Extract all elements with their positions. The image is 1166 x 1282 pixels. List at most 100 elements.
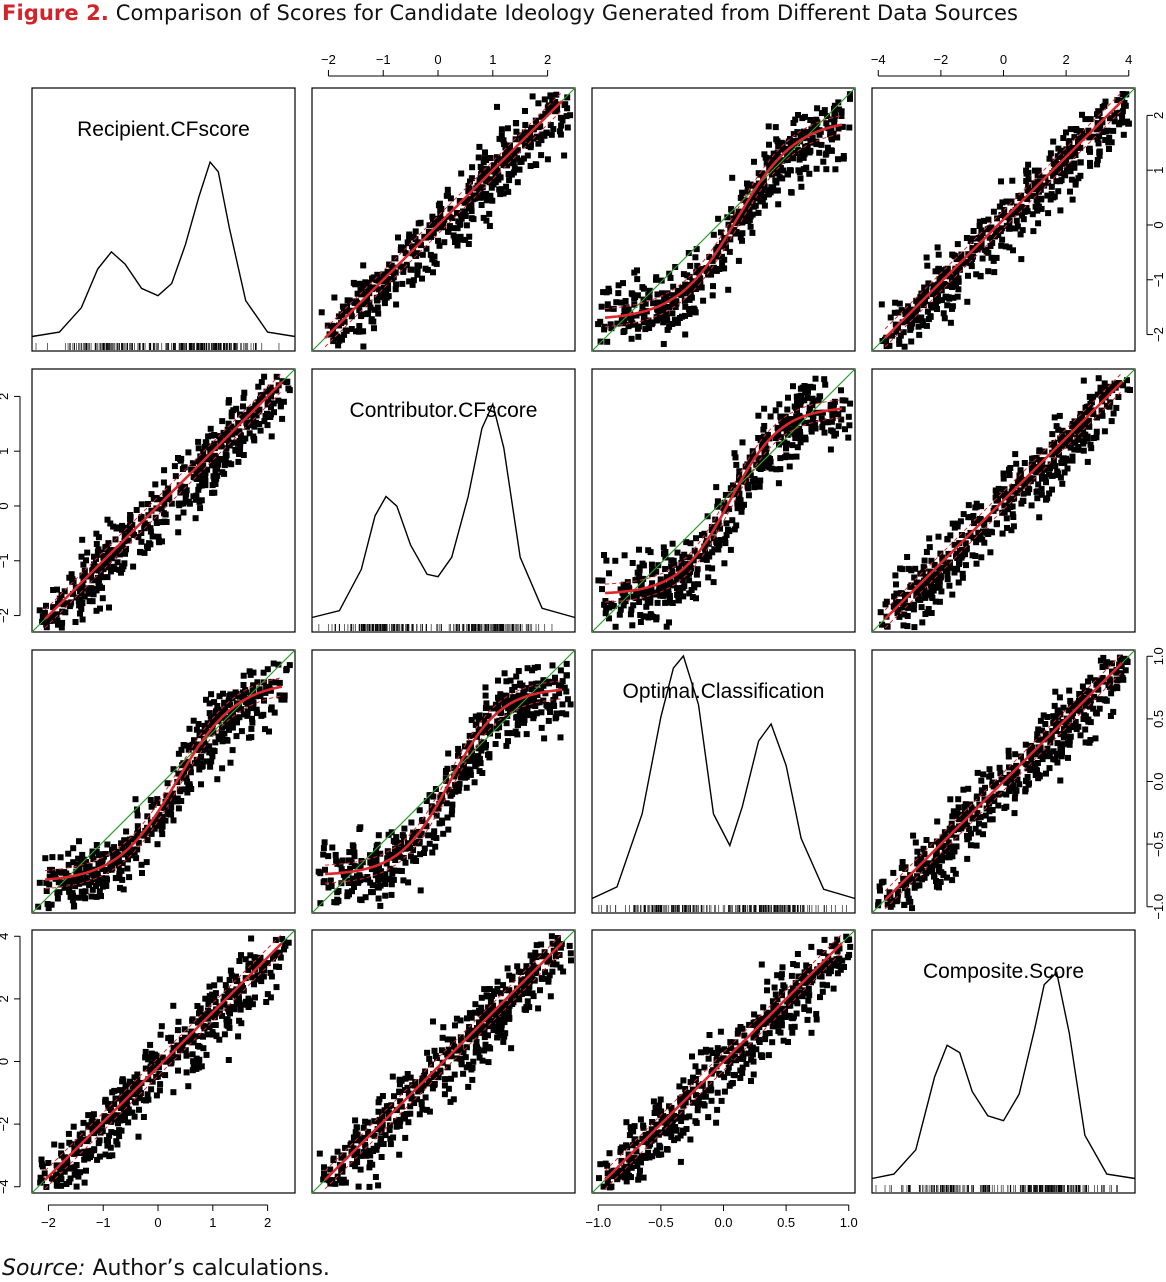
- data-point: [1029, 502, 1035, 508]
- data-point: [931, 585, 937, 591]
- data-point: [375, 311, 381, 317]
- data-point: [560, 701, 566, 707]
- data-point: [615, 290, 621, 296]
- data-point: [105, 574, 111, 580]
- data-point: [768, 459, 774, 465]
- data-point: [1106, 146, 1112, 152]
- data-point: [1035, 726, 1041, 732]
- data-point: [910, 833, 916, 839]
- data-point: [1061, 172, 1067, 178]
- data-point: [645, 547, 651, 553]
- data-point: [638, 619, 644, 625]
- data-point: [121, 527, 127, 533]
- data-point: [478, 195, 484, 201]
- data-point: [1096, 375, 1102, 381]
- data-point: [972, 553, 978, 559]
- data-point: [1119, 114, 1125, 120]
- data-point: [432, 844, 438, 850]
- data-point: [560, 118, 566, 124]
- data-point: [358, 328, 364, 334]
- data-point: [893, 581, 899, 587]
- data-point: [1020, 498, 1026, 504]
- data-point: [208, 691, 214, 697]
- data-point: [746, 492, 752, 498]
- data-point: [790, 383, 796, 389]
- data-point: [412, 855, 418, 861]
- data-point: [181, 775, 187, 781]
- data-point: [126, 874, 132, 880]
- data-point: [668, 275, 674, 281]
- data-point: [1094, 429, 1100, 435]
- data-point: [265, 422, 271, 428]
- panel-1-2: [592, 369, 855, 632]
- data-point: [558, 734, 564, 740]
- data-point: [1082, 727, 1088, 733]
- data-point: [406, 235, 412, 241]
- data-point: [971, 228, 977, 234]
- data-point: [1078, 159, 1084, 165]
- data-point: [670, 284, 676, 290]
- data-point: [78, 606, 84, 612]
- data-point: [1059, 177, 1065, 183]
- data-point: [1008, 200, 1014, 206]
- data-point: [739, 238, 745, 244]
- data-point: [219, 469, 225, 475]
- data-point: [156, 539, 162, 545]
- panel-2-3: [872, 650, 1135, 913]
- data-point: [229, 410, 235, 416]
- data-point: [564, 661, 570, 667]
- data-point: [473, 714, 479, 720]
- data-point: [373, 853, 379, 859]
- data-point: [219, 765, 225, 771]
- data-point: [356, 323, 362, 329]
- data-point: [1004, 525, 1010, 531]
- data-point: [455, 746, 461, 752]
- data-point: [55, 896, 61, 902]
- data-point: [953, 871, 959, 877]
- data-point: [1040, 466, 1046, 472]
- data-point: [67, 603, 73, 609]
- data-point: [640, 561, 646, 567]
- data-point: [1050, 756, 1056, 762]
- data-point: [765, 192, 771, 198]
- data-point: [240, 403, 246, 409]
- data-point: [488, 155, 494, 161]
- data-point: [1025, 162, 1031, 168]
- data-point: [710, 283, 716, 289]
- data-point: [682, 332, 688, 338]
- data-point: [926, 606, 932, 612]
- data-point: [429, 850, 435, 856]
- data-point: [432, 254, 438, 260]
- data-point: [1042, 449, 1048, 455]
- data-point: [1052, 703, 1058, 709]
- data-point: [657, 593, 663, 599]
- data-point: [1075, 175, 1081, 181]
- data-point: [79, 537, 85, 543]
- data-point: [795, 112, 801, 118]
- data-point: [1041, 751, 1047, 757]
- data-point: [845, 435, 851, 441]
- data-point: [285, 386, 291, 392]
- data-point: [249, 716, 255, 722]
- data-point: [896, 341, 902, 347]
- data-point: [911, 624, 917, 630]
- data-point: [999, 237, 1005, 243]
- data-point: [748, 224, 754, 230]
- data-point: [182, 464, 188, 470]
- data-point: [796, 393, 802, 399]
- data-point: [689, 587, 695, 593]
- data-point: [568, 701, 574, 707]
- data-point: [968, 514, 974, 520]
- data-point: [945, 536, 951, 542]
- data-point: [99, 574, 105, 580]
- data-point: [1081, 378, 1087, 384]
- data-point: [211, 432, 217, 438]
- data-point: [629, 291, 635, 297]
- data-point: [911, 575, 917, 581]
- data-point: [630, 560, 636, 566]
- data-point: [535, 100, 541, 106]
- data-point: [476, 144, 482, 150]
- data-point: [817, 393, 823, 399]
- data-point: [949, 853, 955, 859]
- data-point: [499, 126, 505, 132]
